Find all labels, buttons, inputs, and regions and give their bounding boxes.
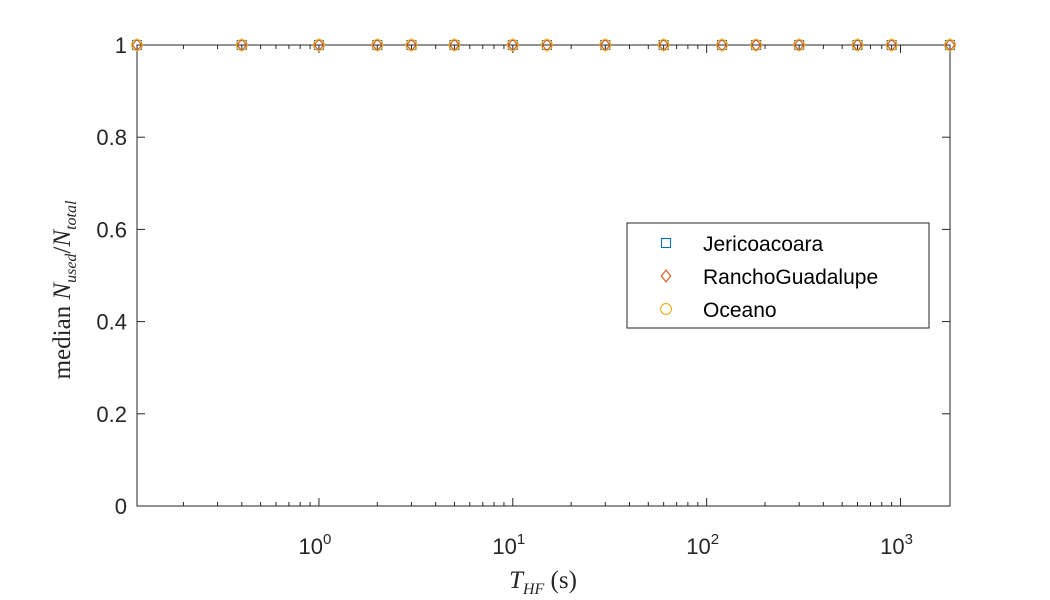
series-Oceano	[131, 39, 956, 51]
y-axis-label-sep: /	[49, 247, 76, 254]
x-axis-label-unit: (s)	[544, 567, 577, 594]
data-point	[540, 39, 553, 51]
y-tick-label: 1	[115, 33, 127, 58]
y-axis-label-num-sub: used	[63, 253, 80, 283]
x-axis-label: THF (s)	[509, 567, 577, 598]
axes-frame	[136, 44, 951, 507]
x-tick-label: 102	[686, 531, 719, 559]
data-point	[716, 39, 728, 51]
plot-area-border	[136, 44, 951, 507]
data-point	[944, 39, 956, 51]
x-axis-label-sub: HF	[522, 581, 545, 598]
y-axis: 0 0.2 0.4 0.6 0.8 1	[96, 33, 950, 519]
y-axis-label-num-symbol: N	[49, 282, 76, 301]
y-axis-label: median Nused/Ntotal	[49, 200, 80, 379]
data-point	[235, 39, 248, 51]
x-tick-label: 100	[299, 531, 332, 559]
legend-marker	[660, 237, 672, 249]
y-tick-label: 0.2	[96, 402, 127, 427]
legend: Jericoacoara RanchoGuadalupe Oceano	[626, 222, 930, 329]
data-point	[599, 39, 612, 51]
data-point	[750, 39, 763, 51]
y-axis-label-prefix: median	[49, 300, 76, 380]
data-point	[371, 39, 384, 51]
minor-ticks	[182, 45, 893, 506]
y-tick-label: 0.4	[96, 310, 127, 335]
legend-marker	[660, 269, 672, 283]
data-point	[405, 39, 418, 51]
x-axis-label-symbol: T	[509, 567, 525, 594]
legend-marker	[660, 303, 672, 315]
data-point	[851, 39, 864, 51]
legend-entry-label: RanchoGuadalupe	[703, 266, 878, 289]
x-tick-label: 101	[492, 531, 525, 559]
x-tick-label: 103	[880, 531, 913, 559]
x-axis: 100 101 102 103	[299, 45, 913, 559]
y-tick-label: 0	[115, 494, 127, 519]
legend-box	[626, 222, 930, 329]
y-tick-label: 0.6	[96, 217, 127, 242]
data-point	[885, 39, 898, 51]
legend-entry-label: Jericoacoara	[703, 233, 824, 256]
data-point	[506, 39, 519, 51]
y-axis-label-den-sub: total	[63, 200, 80, 230]
y-tick-label: 0.8	[96, 125, 127, 150]
legend-entry-label: Oceano	[703, 299, 777, 322]
y-axis-label-den-symbol: N	[49, 229, 76, 248]
data-point	[657, 39, 670, 51]
data-point	[312, 39, 325, 51]
data-point	[793, 39, 806, 51]
plot-markers	[131, 38, 956, 52]
data-point	[448, 39, 461, 51]
data-point	[131, 39, 143, 51]
